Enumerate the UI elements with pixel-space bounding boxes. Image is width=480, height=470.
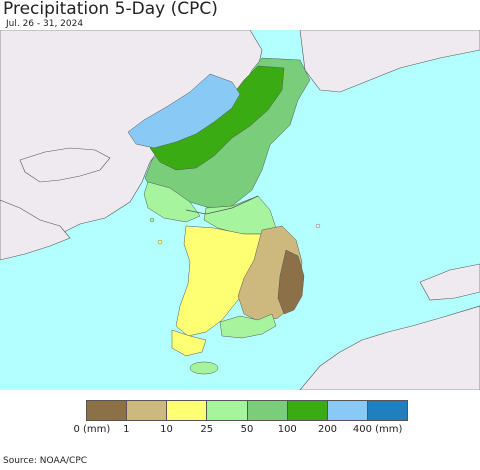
sk-south-coast-25 bbox=[219, 313, 277, 339]
source-note: Source: NOAA/CPC bbox=[3, 456, 88, 466]
legend-swatch bbox=[327, 401, 368, 420]
legend-swatch bbox=[127, 401, 168, 420]
date-range: Jul. 26 - 31, 2024 bbox=[6, 19, 84, 29]
legend-tick-label: 100 bbox=[277, 424, 297, 435]
legend-swatch bbox=[207, 401, 248, 420]
nk-west-25 bbox=[143, 181, 201, 223]
legend-tick-label: 50 bbox=[240, 424, 254, 435]
japan-island-north bbox=[419, 263, 480, 301]
map-title: Precipitation 5-Day (CPC) bbox=[3, 0, 218, 19]
legend-swatch bbox=[87, 401, 128, 420]
legend-swatch bbox=[247, 401, 288, 420]
shandong-peninsula bbox=[0, 199, 71, 261]
legend-swatch bbox=[167, 401, 208, 420]
legend-tick-label: 400 (mm) bbox=[352, 424, 403, 435]
legend-swatch bbox=[287, 401, 328, 420]
small-island bbox=[315, 223, 321, 229]
sk-region-10 bbox=[175, 225, 273, 337]
legend-swatch bbox=[367, 401, 407, 420]
sk-west-yellow bbox=[171, 329, 207, 357]
nk-region-200 bbox=[127, 73, 241, 149]
colorbar-legend bbox=[86, 400, 408, 421]
border-line bbox=[185, 195, 259, 215]
legend-tick-label: 1 bbox=[123, 424, 130, 435]
russia-land bbox=[299, 30, 480, 93]
precipitation-map bbox=[0, 30, 480, 390]
legend-tick-label: 10 bbox=[160, 424, 173, 435]
legend-tick-label: 200 bbox=[317, 424, 338, 435]
small-island bbox=[149, 217, 155, 223]
japan-land bbox=[299, 305, 480, 390]
jeju-island bbox=[189, 361, 219, 375]
legend-tick-label: 0 (mm) bbox=[73, 424, 111, 435]
sk-region-0 bbox=[277, 249, 305, 315]
small-island bbox=[157, 239, 163, 245]
liaodong-peninsula bbox=[19, 147, 111, 183]
legend-tick-label: 25 bbox=[200, 424, 214, 435]
